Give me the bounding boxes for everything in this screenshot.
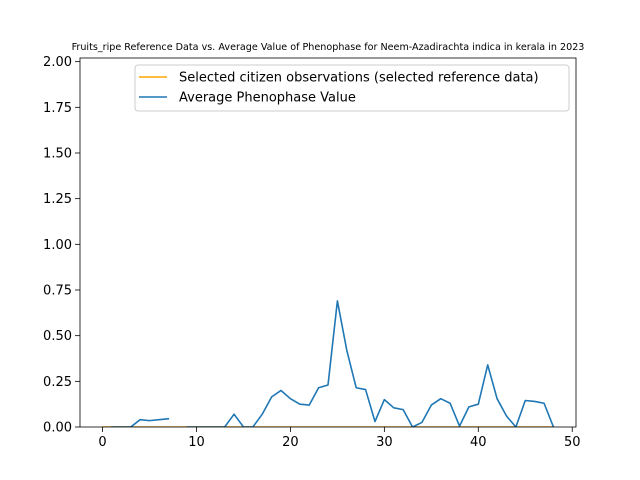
x-tick-label: 0 bbox=[98, 435, 106, 450]
x-tick-label: 20 bbox=[282, 435, 299, 450]
y-tick-label: 0.75 bbox=[43, 283, 72, 298]
series-1-line-segment-1 bbox=[186, 300, 555, 427]
series-group bbox=[101, 300, 555, 427]
chart-title: Fruits_ripe Reference Data vs. Average V… bbox=[72, 42, 585, 53]
legend: Selected citizen observations (selected … bbox=[134, 64, 570, 112]
y-tick-label: 1.00 bbox=[43, 238, 72, 253]
legend-label-1: Average Phenophase Value bbox=[179, 91, 356, 106]
y-tick-label: 0.00 bbox=[43, 421, 72, 436]
plot-frame bbox=[79, 57, 577, 428]
y-tick-label: 2.00 bbox=[43, 55, 72, 70]
y-tick-label: 0.25 bbox=[43, 375, 72, 390]
x-tick-label: 10 bbox=[188, 435, 205, 450]
y-tick-label: 1.25 bbox=[43, 192, 72, 207]
x-tick-label: 50 bbox=[564, 435, 581, 450]
legend-box bbox=[134, 64, 570, 112]
plot-area: 0 10 20 30 40 50 0.00 0.25 0.50 0.75 1.00 1.25 1.50 1… bbox=[43, 55, 580, 450]
x-tick-label: 40 bbox=[470, 435, 487, 450]
x-tick-label: 30 bbox=[376, 435, 393, 450]
y-tick-label: 1.75 bbox=[43, 101, 72, 116]
y-tick-label: 1.50 bbox=[43, 146, 72, 161]
legend-label-0: Selected citizen observations (selected … bbox=[179, 71, 539, 86]
series-1-line-segment-0 bbox=[111, 417, 170, 427]
y-tick-label: 0.50 bbox=[43, 329, 72, 344]
